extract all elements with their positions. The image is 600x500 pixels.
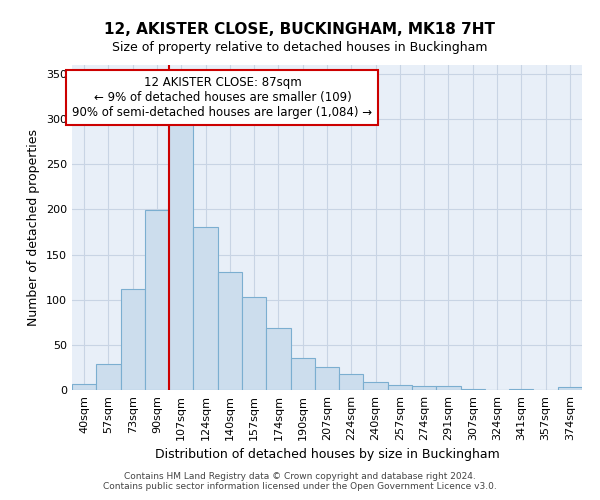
Bar xyxy=(315,366,339,390)
Bar xyxy=(96,364,121,390)
Bar xyxy=(558,388,582,390)
Bar xyxy=(364,382,388,390)
Y-axis label: Number of detached properties: Number of detached properties xyxy=(28,129,40,326)
Bar xyxy=(242,297,266,390)
Bar xyxy=(412,386,436,390)
Text: Size of property relative to detached houses in Buckingham: Size of property relative to detached ho… xyxy=(112,41,488,54)
Bar xyxy=(509,389,533,390)
X-axis label: Distribution of detached houses by size in Buckingham: Distribution of detached houses by size … xyxy=(155,448,499,462)
Bar xyxy=(388,386,412,390)
Text: 12, AKISTER CLOSE, BUCKINGHAM, MK18 7HT: 12, AKISTER CLOSE, BUCKINGHAM, MK18 7HT xyxy=(104,22,496,38)
Bar xyxy=(266,328,290,390)
Text: 12 AKISTER CLOSE: 87sqm
← 9% of detached houses are smaller (109)
90% of semi-de: 12 AKISTER CLOSE: 87sqm ← 9% of detached… xyxy=(73,76,373,120)
Text: Contains HM Land Registry data © Crown copyright and database right 2024.
Contai: Contains HM Land Registry data © Crown c… xyxy=(103,472,497,491)
Bar xyxy=(461,389,485,390)
Bar xyxy=(193,226,218,390)
Bar xyxy=(436,386,461,390)
Bar xyxy=(290,358,315,390)
Bar xyxy=(72,384,96,390)
Bar xyxy=(121,289,145,390)
Bar xyxy=(339,374,364,390)
Bar xyxy=(169,124,193,390)
Bar xyxy=(145,210,169,390)
Bar xyxy=(218,272,242,390)
